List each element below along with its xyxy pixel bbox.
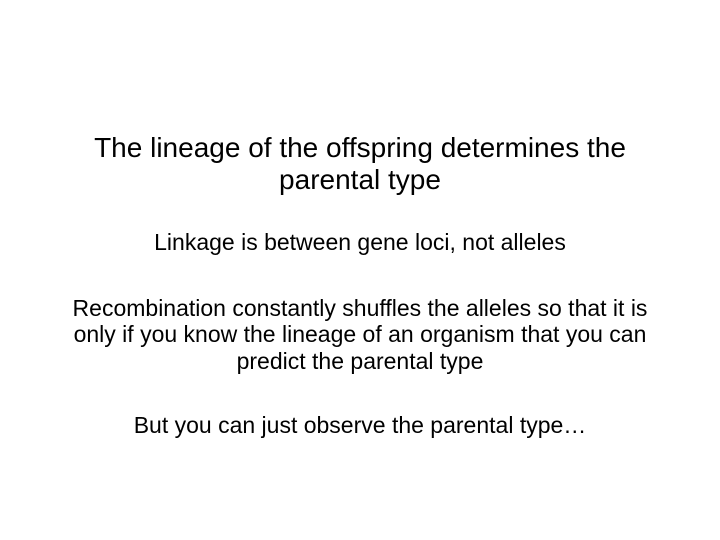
slide: The lineage of the offspring determines … — [0, 0, 720, 540]
paragraph-3: But you can just observe the parental ty… — [70, 412, 650, 438]
slide-title: The lineage of the offspring determines … — [50, 132, 670, 196]
paragraph-2: Recombination constantly shuffles the al… — [70, 295, 650, 374]
paragraph-1: Linkage is between gene loci, not allele… — [70, 229, 650, 255]
